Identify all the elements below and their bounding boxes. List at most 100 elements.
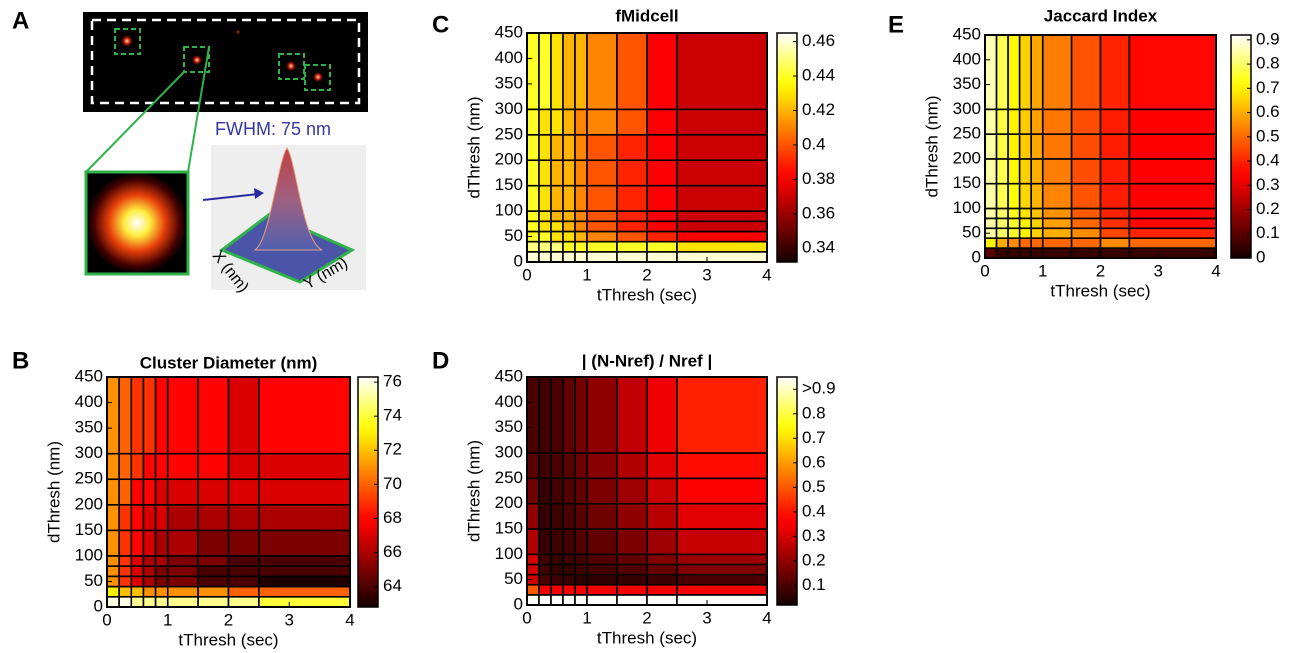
heatmap-cell bbox=[617, 554, 647, 564]
heatmap-cell bbox=[647, 575, 677, 585]
heatmap-cell bbox=[539, 33, 551, 109]
heatmap-cell bbox=[1008, 248, 1020, 258]
heatmap-cell bbox=[198, 454, 228, 480]
heatmap-cell bbox=[539, 160, 551, 185]
colorbar-tick-label: 0.3 bbox=[1256, 175, 1280, 194]
heatmap-cell bbox=[143, 556, 155, 566]
colorbar-tick-label: 0.5 bbox=[1256, 126, 1280, 145]
heatmap-cell bbox=[563, 160, 575, 185]
heatmap-cell bbox=[229, 556, 259, 566]
heatmap-cell bbox=[587, 135, 617, 160]
heatmap-cell bbox=[563, 231, 575, 241]
colorbar-tick-label: 0.4 bbox=[802, 134, 826, 153]
colorbar-tick-label: 66 bbox=[383, 542, 402, 561]
heatmap-cell bbox=[259, 505, 350, 531]
heatmap-cell bbox=[677, 221, 767, 231]
heatmap-cell bbox=[1020, 134, 1032, 159]
x-tick-label: 2 bbox=[224, 610, 233, 629]
heatmap-cell bbox=[1043, 248, 1072, 258]
heatmap-cell bbox=[539, 242, 551, 252]
heatmap-cell bbox=[539, 529, 551, 554]
heatmap-cell bbox=[168, 505, 198, 531]
heatmap-cell bbox=[677, 231, 767, 241]
heatmap-cell bbox=[551, 554, 563, 564]
heatmap-cell bbox=[575, 242, 587, 252]
heatmap-cell bbox=[156, 479, 168, 505]
x-tick-label: 1 bbox=[1038, 261, 1047, 280]
heatmap-cell bbox=[997, 218, 1009, 228]
spot bbox=[285, 60, 297, 72]
y-tick-label: 450 bbox=[953, 24, 981, 43]
heatmap-cell bbox=[563, 211, 575, 221]
heatmap-cell bbox=[1008, 109, 1020, 134]
heatmap-cell bbox=[143, 587, 155, 597]
heatmap-cell bbox=[1129, 134, 1216, 159]
heatmap-cell bbox=[551, 585, 563, 595]
heatmap-cell bbox=[551, 529, 563, 554]
heatmap-cell bbox=[259, 556, 350, 566]
heatmap-cell bbox=[563, 186, 575, 211]
heatmap-cell bbox=[198, 377, 228, 454]
heatmap-cell bbox=[156, 556, 168, 566]
heatmap-cell bbox=[647, 478, 677, 503]
heatmap-cell bbox=[156, 597, 168, 607]
heatmap-cell bbox=[677, 109, 767, 134]
heatmap-cell bbox=[229, 479, 259, 505]
heatmap-cell bbox=[527, 478, 539, 503]
x-tick-label: 0 bbox=[980, 261, 989, 280]
heatmap-cell bbox=[985, 134, 997, 159]
heatmap-cell bbox=[107, 530, 119, 556]
heatmap-cell bbox=[617, 211, 647, 221]
heatmap-cell bbox=[259, 597, 350, 607]
heatmap-cell bbox=[587, 504, 617, 529]
heatmap-cell bbox=[575, 453, 587, 478]
heatmap-cell bbox=[587, 211, 617, 221]
heatmap-cell bbox=[575, 529, 587, 554]
heatmap-cell bbox=[617, 564, 647, 574]
heatmap-cell bbox=[587, 377, 617, 453]
heatmap-cell bbox=[647, 160, 677, 185]
y-tick-label: 50 bbox=[962, 223, 981, 242]
annotation: FWHM: 75 nm bbox=[215, 119, 331, 139]
y-tick-label: 300 bbox=[495, 99, 523, 118]
heatmap-cell bbox=[156, 505, 168, 531]
heatmap-cell bbox=[107, 566, 119, 576]
heatmap-cell bbox=[156, 454, 168, 480]
heatmap-cell bbox=[563, 504, 575, 529]
heatmap-cell bbox=[539, 186, 551, 211]
colorbar bbox=[358, 377, 378, 607]
heatmap-cell bbox=[156, 566, 168, 576]
heatmap-cell bbox=[1008, 228, 1020, 238]
heatmap-cell bbox=[198, 597, 228, 607]
x-tick-label: 4 bbox=[1211, 261, 1220, 280]
y-tick-label: 450 bbox=[75, 366, 103, 385]
heatmap-cell bbox=[551, 135, 563, 160]
y-tick-label: 50 bbox=[504, 569, 523, 588]
heatmap-cell bbox=[119, 479, 131, 505]
heatmap-cell bbox=[647, 109, 677, 134]
heatmap-cell bbox=[539, 585, 551, 595]
heatmap-cell bbox=[1031, 218, 1043, 228]
heatmap-cell bbox=[168, 597, 198, 607]
heatmap-cell bbox=[617, 252, 647, 262]
heatmap-cell bbox=[1020, 159, 1032, 184]
heatmap-cell bbox=[997, 228, 1009, 238]
colorbar-tick-label: 76 bbox=[383, 372, 402, 391]
heatmap-cell bbox=[1129, 184, 1216, 209]
heatmap-cell bbox=[1020, 184, 1032, 209]
heatmap-cell bbox=[677, 575, 767, 585]
heatmap-cell bbox=[563, 33, 575, 109]
heatmap-cell bbox=[677, 595, 767, 605]
heatmap-cell bbox=[587, 33, 617, 109]
heatmap-cell bbox=[1020, 228, 1032, 238]
y-tick-label: 350 bbox=[495, 73, 523, 92]
colorbar-tick-label: 0.4 bbox=[1256, 151, 1280, 170]
colorbar-tick-label: 0.4 bbox=[802, 501, 826, 520]
heatmap-cell bbox=[119, 530, 131, 556]
heatmap-cell bbox=[1008, 35, 1020, 109]
spot bbox=[191, 54, 203, 66]
x-axis-label: tThresh (sec) bbox=[178, 630, 278, 649]
y-tick-label: 300 bbox=[75, 443, 103, 462]
heatmap-cell bbox=[617, 453, 647, 478]
heatmap-cell bbox=[1072, 228, 1101, 238]
